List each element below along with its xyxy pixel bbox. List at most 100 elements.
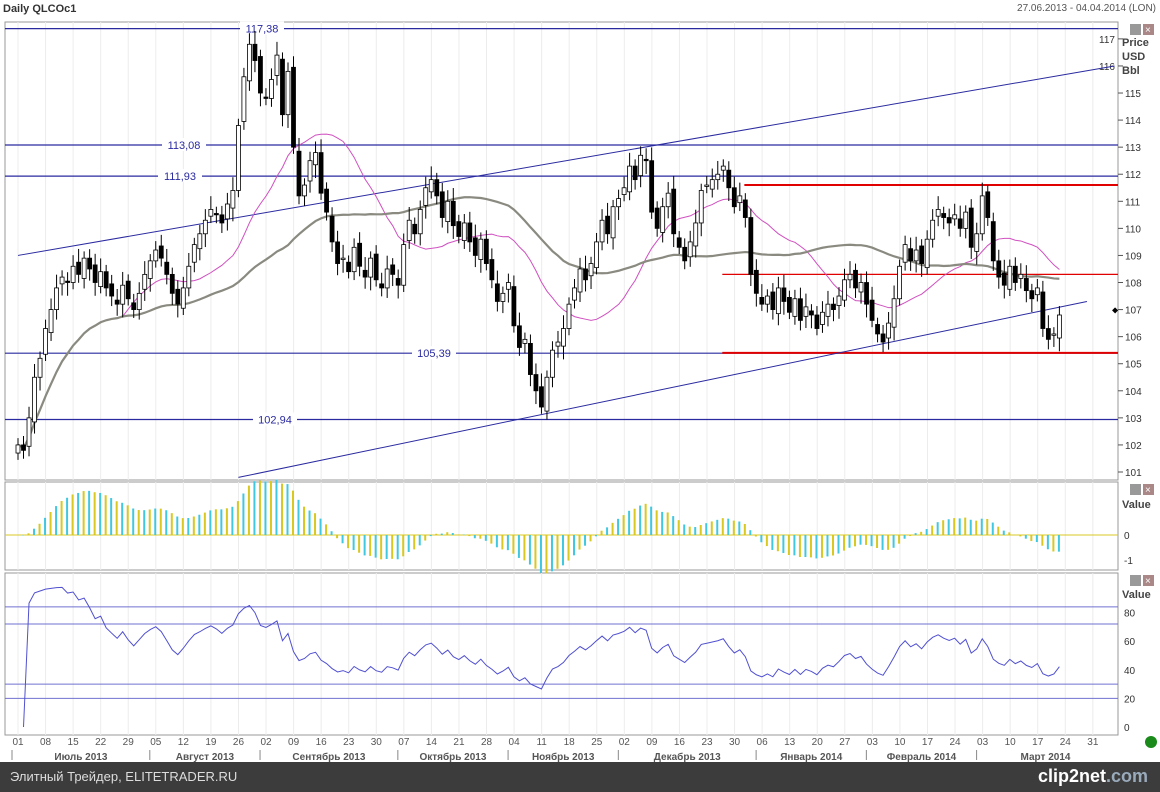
macd-bar bbox=[809, 535, 812, 558]
macd-bar bbox=[264, 481, 267, 535]
macd-bar bbox=[181, 518, 184, 535]
macd-bar bbox=[297, 499, 300, 535]
restore-button bbox=[1130, 575, 1141, 586]
candle bbox=[269, 79, 274, 99]
candle bbox=[963, 211, 969, 229]
macd-bar bbox=[578, 535, 581, 550]
candle bbox=[224, 203, 230, 220]
macd-bar bbox=[600, 530, 603, 535]
candle bbox=[136, 292, 142, 310]
macd-bar bbox=[732, 520, 735, 535]
candle bbox=[588, 263, 594, 277]
x-tick-label: 04 bbox=[509, 737, 521, 748]
candle bbox=[164, 261, 170, 275]
candle bbox=[43, 328, 48, 355]
axis-title: Value bbox=[1122, 499, 1151, 511]
candle bbox=[715, 173, 721, 181]
macd-bar bbox=[1030, 535, 1033, 542]
macd-bar bbox=[369, 535, 372, 556]
level-label-bg bbox=[240, 21, 284, 35]
candle bbox=[70, 265, 76, 283]
macd-bar bbox=[628, 510, 631, 535]
candle bbox=[886, 322, 891, 339]
candle bbox=[517, 325, 522, 348]
macd-bar bbox=[512, 535, 515, 554]
macd-bar bbox=[898, 535, 901, 544]
candle bbox=[676, 237, 682, 248]
candle bbox=[54, 287, 59, 310]
candle bbox=[1029, 290, 1035, 300]
candle bbox=[412, 223, 418, 235]
candle bbox=[1051, 333, 1057, 336]
candle bbox=[1012, 265, 1018, 283]
macd-bar bbox=[33, 528, 36, 535]
trendline bbox=[17, 65, 1115, 256]
macd-bar bbox=[275, 479, 278, 535]
candle bbox=[632, 165, 638, 181]
x-tick-label: 21 bbox=[453, 737, 465, 748]
macd-bar bbox=[694, 527, 697, 535]
footer-text: Элитный Трейдер, ELITETRADER.RU bbox=[10, 769, 238, 784]
candle bbox=[340, 257, 346, 260]
x-tick-label: 05 bbox=[150, 737, 162, 748]
x-tick-label: 03 bbox=[977, 737, 989, 748]
candle bbox=[346, 261, 352, 273]
macd-bar bbox=[517, 535, 520, 558]
macd-bar bbox=[710, 521, 713, 535]
macd-bar bbox=[611, 522, 614, 535]
candle bbox=[930, 219, 936, 240]
candle bbox=[180, 287, 186, 309]
macd-bar bbox=[666, 512, 669, 535]
panel-0 bbox=[4, 21, 1119, 481]
macd-bar bbox=[413, 535, 416, 550]
macd-bar bbox=[424, 535, 427, 541]
candle bbox=[913, 249, 919, 262]
x-tick-label: 12 bbox=[178, 737, 190, 748]
macd-bar bbox=[765, 535, 768, 547]
candle bbox=[219, 214, 225, 224]
candle bbox=[935, 209, 941, 217]
candle bbox=[483, 238, 489, 264]
candle bbox=[555, 341, 561, 347]
candle bbox=[798, 298, 803, 321]
macd-bar bbox=[672, 516, 675, 535]
candle bbox=[401, 244, 407, 286]
macd-bar bbox=[385, 535, 388, 559]
candle bbox=[660, 206, 666, 233]
candle bbox=[1056, 314, 1062, 339]
y-tick-label: 0 bbox=[1124, 531, 1130, 542]
macd-bar bbox=[738, 521, 741, 535]
candle bbox=[638, 154, 644, 176]
macd-bar bbox=[209, 510, 212, 535]
macd-bar bbox=[121, 502, 124, 535]
macd-bar bbox=[468, 535, 471, 537]
y-tick-label: 109 bbox=[1125, 251, 1142, 262]
candle bbox=[362, 269, 368, 278]
candle bbox=[32, 376, 37, 423]
macd-bar bbox=[325, 524, 328, 535]
candle bbox=[561, 328, 566, 347]
candle bbox=[489, 259, 495, 281]
macd-bar bbox=[716, 519, 719, 535]
x-tick-label: 14 bbox=[426, 737, 438, 748]
macd-bar bbox=[523, 535, 526, 561]
macd-bar bbox=[192, 516, 195, 535]
macd-bar bbox=[363, 535, 366, 556]
candle bbox=[1001, 272, 1007, 286]
candle bbox=[373, 253, 379, 281]
candle bbox=[731, 187, 737, 208]
x-tick-label: 24 bbox=[1060, 737, 1072, 748]
candle bbox=[191, 244, 197, 263]
x-tick-label: 24 bbox=[949, 737, 961, 748]
macd-bar bbox=[506, 535, 509, 551]
candle bbox=[814, 314, 820, 329]
chart-title: Daily QLCOc1 bbox=[3, 3, 77, 15]
rsi-line bbox=[23, 586, 1060, 728]
macd-bar bbox=[650, 506, 653, 535]
candle bbox=[787, 296, 792, 313]
macd-bar bbox=[887, 535, 890, 550]
x-tick-label: 16 bbox=[674, 737, 686, 748]
candle bbox=[528, 343, 533, 375]
candle bbox=[274, 54, 280, 76]
macd-bar bbox=[269, 481, 272, 535]
